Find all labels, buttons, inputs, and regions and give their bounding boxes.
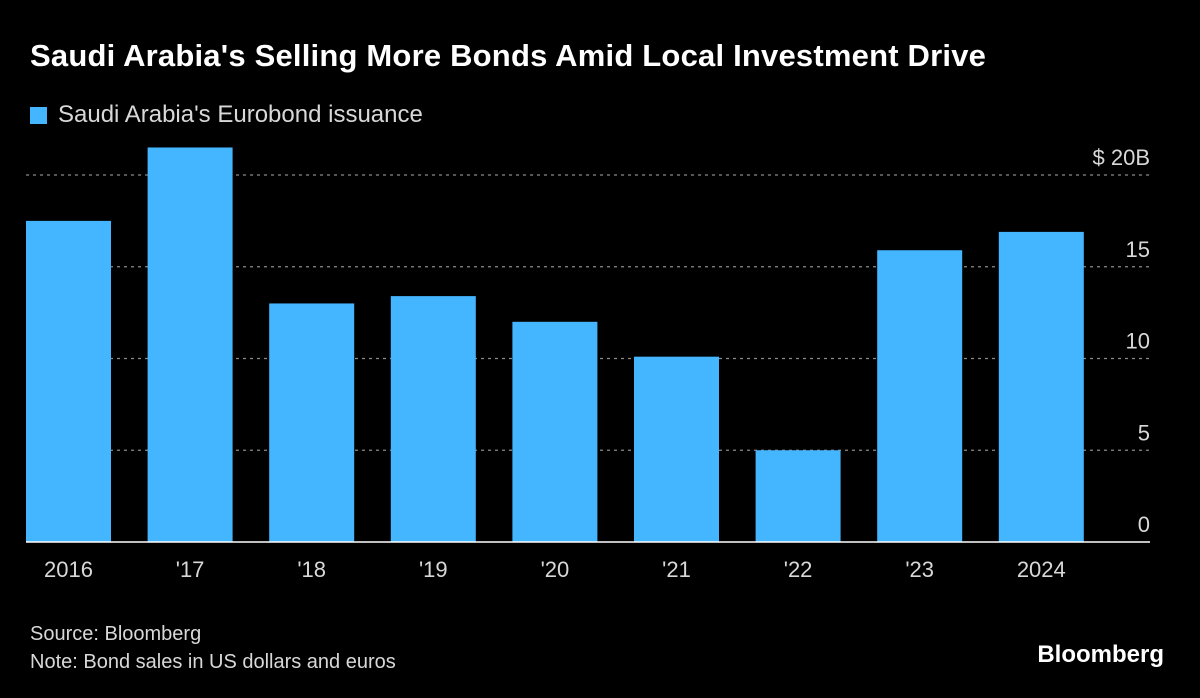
x-tick-label: 2016 xyxy=(44,557,93,582)
bar xyxy=(755,450,841,542)
x-tick-label: '19 xyxy=(419,557,448,582)
x-tick-label: '18 xyxy=(297,557,326,582)
legend-label: Saudi Arabia's Eurobond issuance xyxy=(58,101,423,128)
bloomberg-logo: Bloomberg xyxy=(1037,641,1164,668)
axis-layer: 0 5 10 15 $ 20B 2016 '17 '18 '19 '20 '21 '22 '23 2024 xyxy=(26,145,1150,582)
y-tick-label: 10 xyxy=(1126,329,1150,354)
bar xyxy=(269,303,355,542)
footer: Source: Bloomberg Note: Bond sales in US… xyxy=(30,620,396,676)
y-tick-label: $ 20B xyxy=(1093,145,1151,170)
bar xyxy=(877,250,963,543)
bar xyxy=(998,231,1084,542)
x-tick-label: '21 xyxy=(662,557,691,582)
legend-swatch xyxy=(30,106,47,124)
legend: Saudi Arabia's Eurobond issuance xyxy=(30,100,423,130)
x-tick-label: 2024 xyxy=(1017,557,1066,582)
y-tick-label: 15 xyxy=(1126,237,1150,262)
y-tick-label: 5 xyxy=(1138,420,1150,445)
chart-title: Saudi Arabia's Selling More Bonds Amid L… xyxy=(30,38,987,73)
bar xyxy=(147,147,233,542)
x-tick-label: '20 xyxy=(541,557,570,582)
bar xyxy=(390,296,476,542)
x-tick-label: '23 xyxy=(905,557,934,582)
bar xyxy=(26,220,111,542)
bond-note: Note: Bond sales in US dollars and euros xyxy=(30,651,396,673)
bar-layer xyxy=(26,147,1084,543)
bar xyxy=(634,356,719,542)
x-tick-label: '22 xyxy=(784,557,813,582)
y-tick-label: 0 xyxy=(1138,512,1150,537)
source-note: Source: Bloomberg xyxy=(30,623,202,645)
bar xyxy=(512,321,598,542)
x-tick-label: '17 xyxy=(176,557,205,582)
